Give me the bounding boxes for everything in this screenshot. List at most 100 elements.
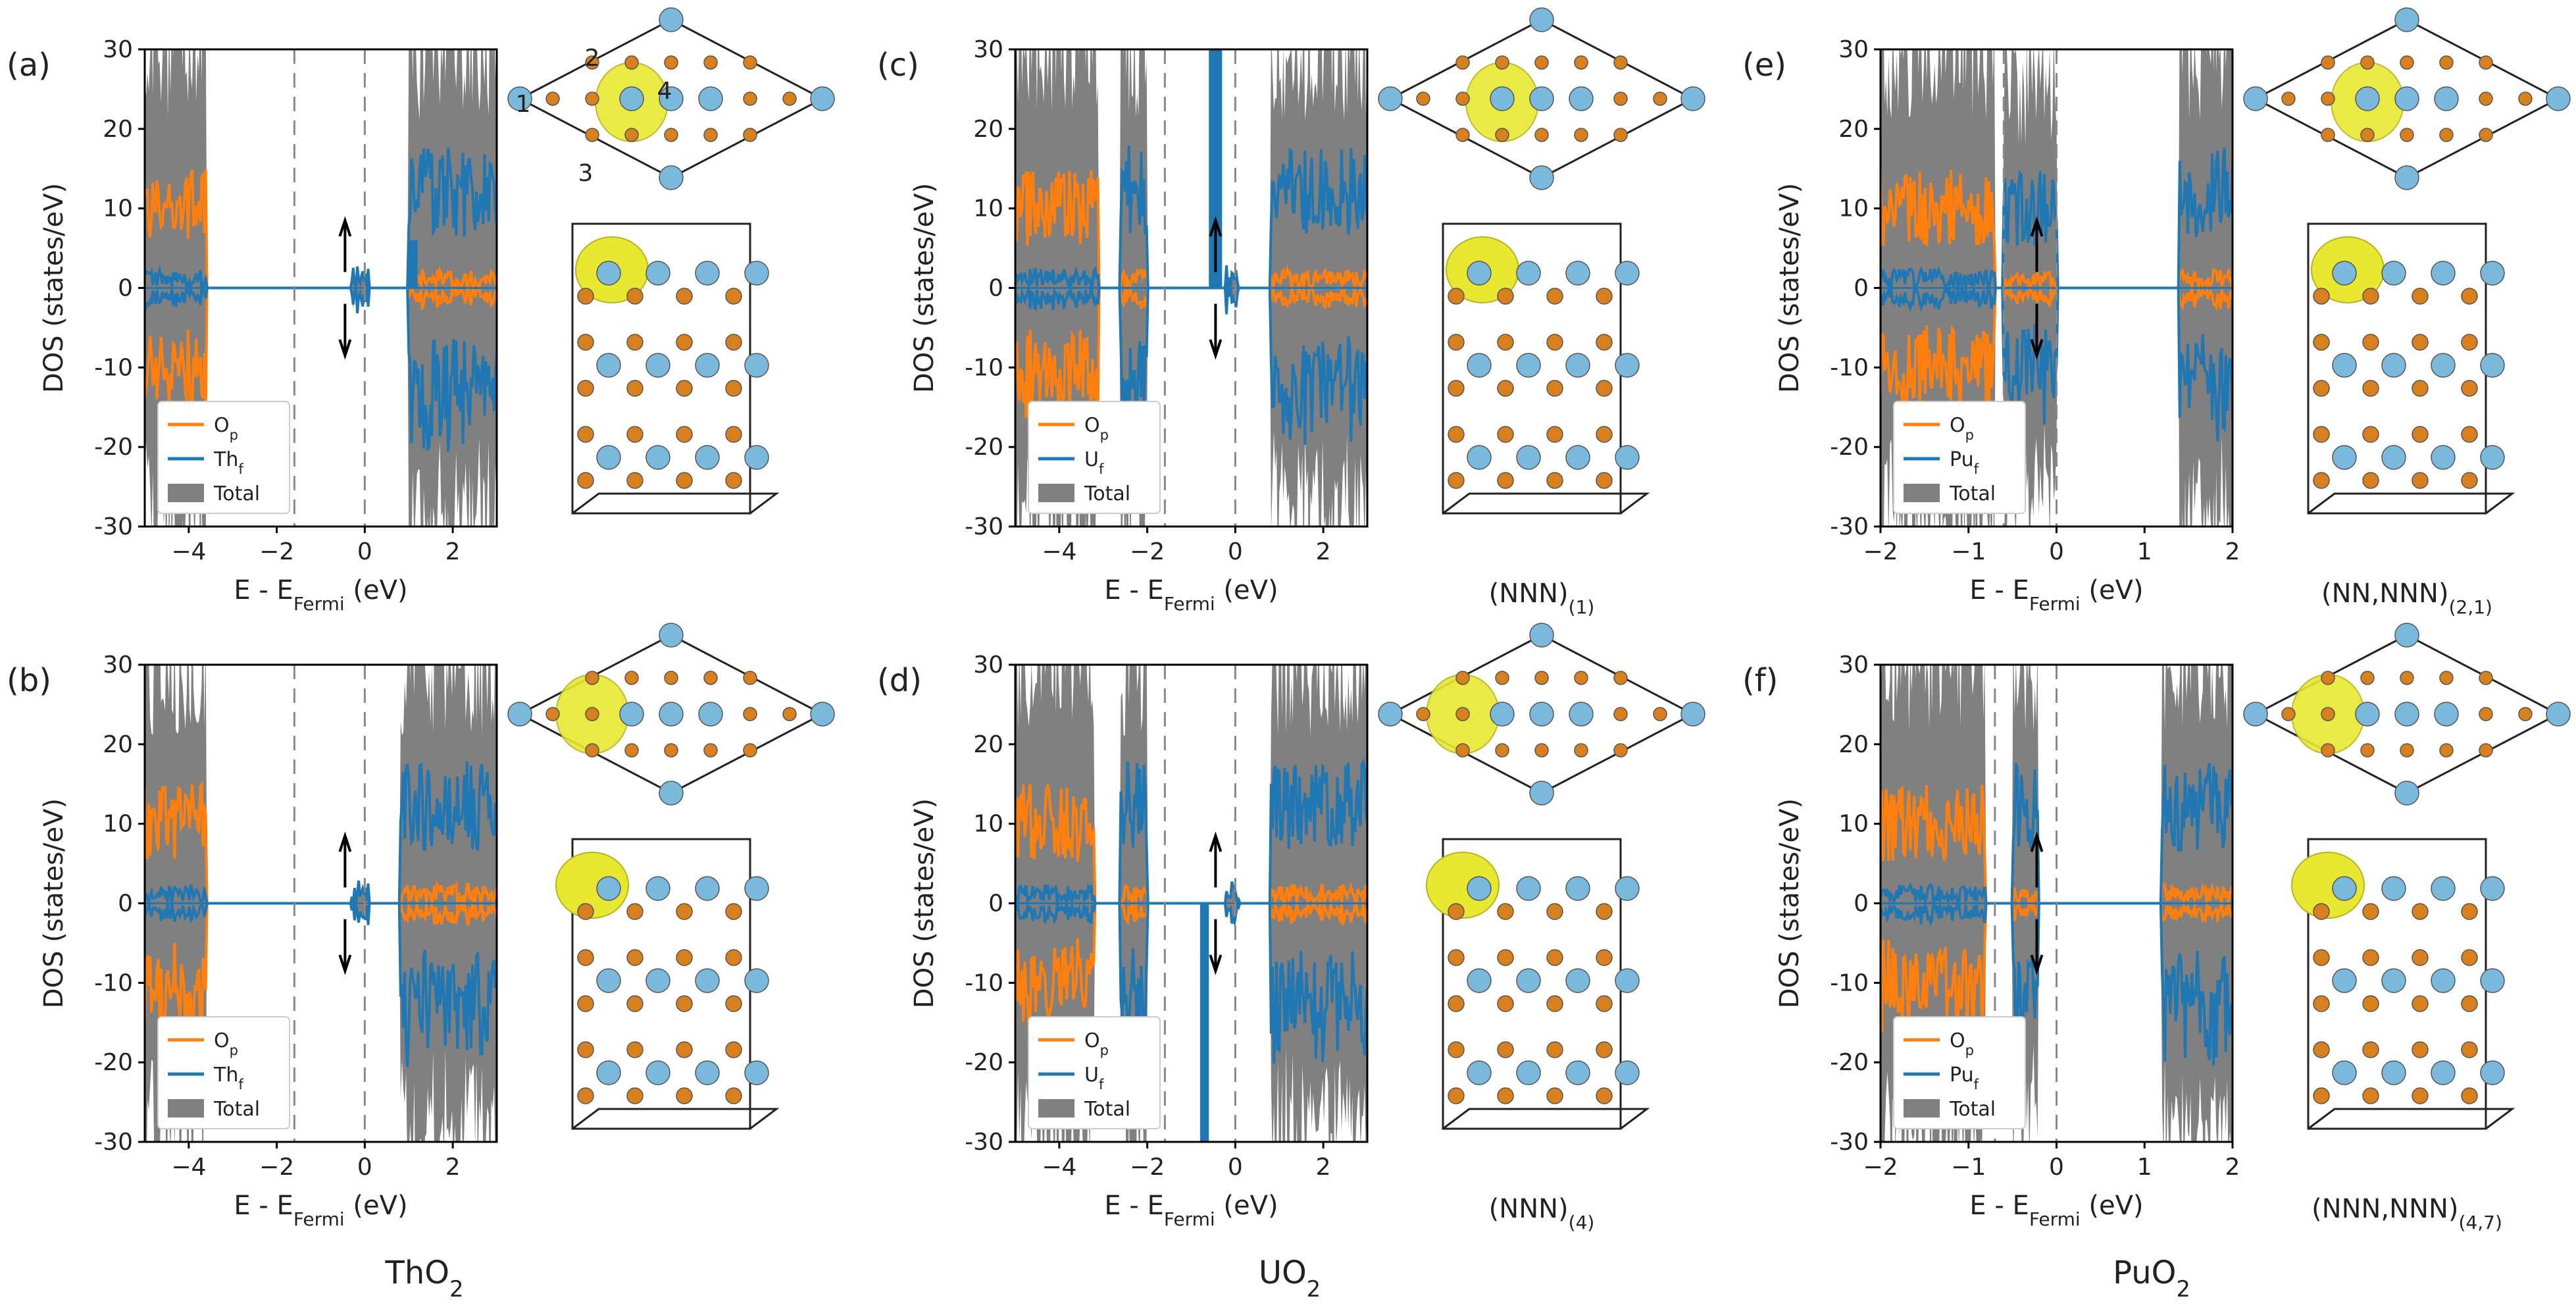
oxygen-atom — [1455, 128, 1470, 142]
side-view-cell-edge — [572, 1108, 780, 1130]
spin-up-arrow — [338, 831, 352, 888]
x-tick-label: −4 — [171, 538, 206, 565]
oxygen-atom — [1448, 334, 1465, 351]
x-tick-label: 2 — [445, 538, 461, 565]
f-state-spike — [1200, 903, 1209, 1142]
metal-atom — [810, 86, 835, 111]
site-label: 2 — [585, 45, 600, 72]
y-tick-label: -30 — [965, 513, 1003, 540]
oxygen-atom — [1497, 1041, 1514, 1058]
y-tick-label: 20 — [973, 116, 1003, 143]
oxygen-atom — [2479, 743, 2493, 758]
legend-entry: Op — [214, 1029, 238, 1058]
oxygen-atom — [1497, 903, 1514, 920]
oxygen-atom — [624, 55, 639, 70]
metal-atom — [645, 261, 670, 286]
legend-swatch — [1904, 484, 1940, 502]
spin-down-arrow — [2030, 919, 2044, 975]
oxygen-atom — [1613, 128, 1628, 142]
metal-atom — [2332, 1060, 2357, 1085]
metal-atom — [1615, 353, 1640, 378]
oxygen-atom — [585, 91, 599, 106]
oxygen-atom — [725, 903, 742, 920]
x-axis-label: E - EFermi (eV) — [1969, 1191, 2143, 1230]
oxygen-atom — [626, 1087, 644, 1104]
metal-atom — [695, 353, 720, 378]
oxygen-atom — [2461, 426, 2478, 443]
oxygen-atom — [2461, 334, 2478, 351]
oxygen-atom — [676, 334, 693, 351]
oxygen-atom — [1448, 288, 1465, 305]
oxygen-atom — [1497, 949, 1514, 966]
spin-down-arrow — [338, 303, 352, 360]
structure-caption: (NNN)(1) — [1489, 579, 1595, 618]
y-tick-label: -30 — [1830, 1129, 1869, 1156]
plot-area — [145, 49, 497, 527]
oxygen-atom — [1613, 91, 1628, 106]
oxygen-atom — [2400, 55, 2414, 70]
x-tick-label: −4 — [171, 1154, 206, 1181]
oxygen-atom — [2321, 55, 2335, 70]
metal-atom — [744, 876, 769, 901]
oxygen-atom — [1448, 472, 1465, 489]
metal-atom — [2332, 261, 2357, 286]
metal-atom — [1490, 86, 1515, 111]
oxygen-atom — [626, 288, 644, 305]
oxygen-atom — [2439, 671, 2454, 685]
oxygen-atom — [1495, 671, 1509, 685]
metal-atom — [2381, 261, 2406, 286]
y-tick-label: 30 — [103, 652, 133, 679]
total-dos-down — [1015, 903, 1367, 1142]
y-tick-label: -30 — [1830, 513, 1869, 540]
oxygen-atom — [1497, 334, 1514, 351]
oxygen-atom — [2362, 995, 2379, 1012]
oxygen-atom — [725, 949, 742, 966]
oxygen-atom — [2412, 288, 2429, 305]
metal-atom — [596, 261, 621, 286]
y-axis-label: DOS (states/eV) — [39, 183, 69, 393]
oxygen-atom — [2313, 949, 2330, 966]
metal-atom — [1680, 86, 1705, 111]
metal-atom — [659, 702, 684, 727]
x-tick-label: 2 — [2225, 538, 2240, 565]
oxygen-atom — [2479, 55, 2493, 70]
oxygen-atom — [1546, 1041, 1563, 1058]
oxygen-atom — [1534, 671, 1549, 685]
y-tick-label: 10 — [1838, 811, 1869, 838]
metal-atom — [1467, 876, 1492, 901]
side-view-cell-edge — [572, 492, 780, 515]
legend-entry: Total — [1084, 482, 1130, 505]
oxygen-atom — [1613, 671, 1628, 685]
legend-entry: Total — [1949, 1098, 1996, 1121]
oxygen-atom — [1497, 472, 1514, 489]
oxygen-atom — [664, 128, 678, 142]
oxygen-atom — [2313, 288, 2330, 305]
oxygen-atom — [676, 288, 693, 305]
metal-atom — [2546, 86, 2571, 111]
metal-atom — [596, 353, 621, 378]
oxygen-atom — [2439, 743, 2454, 758]
oxygen-atom — [1455, 55, 1470, 70]
oxygen-atom — [577, 334, 594, 351]
oxygen-atom — [2518, 707, 2533, 721]
oxygen-atom — [1613, 707, 1628, 721]
x-tick-label: 1 — [2137, 1154, 2152, 1181]
oxygen-atom — [2281, 707, 2296, 721]
oxygen-atom — [1574, 743, 1588, 758]
y-tick-label: 20 — [103, 731, 133, 758]
oxygen-atom — [1546, 426, 1563, 443]
oxygen-atom — [725, 334, 742, 351]
oxygen-atom — [577, 1041, 594, 1058]
oxygen-atom — [2479, 671, 2493, 685]
oxygen-atom — [2362, 288, 2379, 305]
x-tick-label: −2 — [1130, 1154, 1165, 1181]
panel-label: (b) — [7, 662, 51, 699]
oxygen-atom — [2479, 91, 2493, 106]
oxygen-atom — [1497, 426, 1514, 443]
oxygen-atom — [1574, 128, 1588, 142]
x-tick-label: 0 — [2049, 538, 2064, 565]
oxygen-atom — [1596, 472, 1613, 489]
y-axis-label: DOS (states/eV) — [1775, 798, 1805, 1008]
metal-atom — [2355, 702, 2380, 727]
oxygen-atom — [1596, 1041, 1613, 1058]
